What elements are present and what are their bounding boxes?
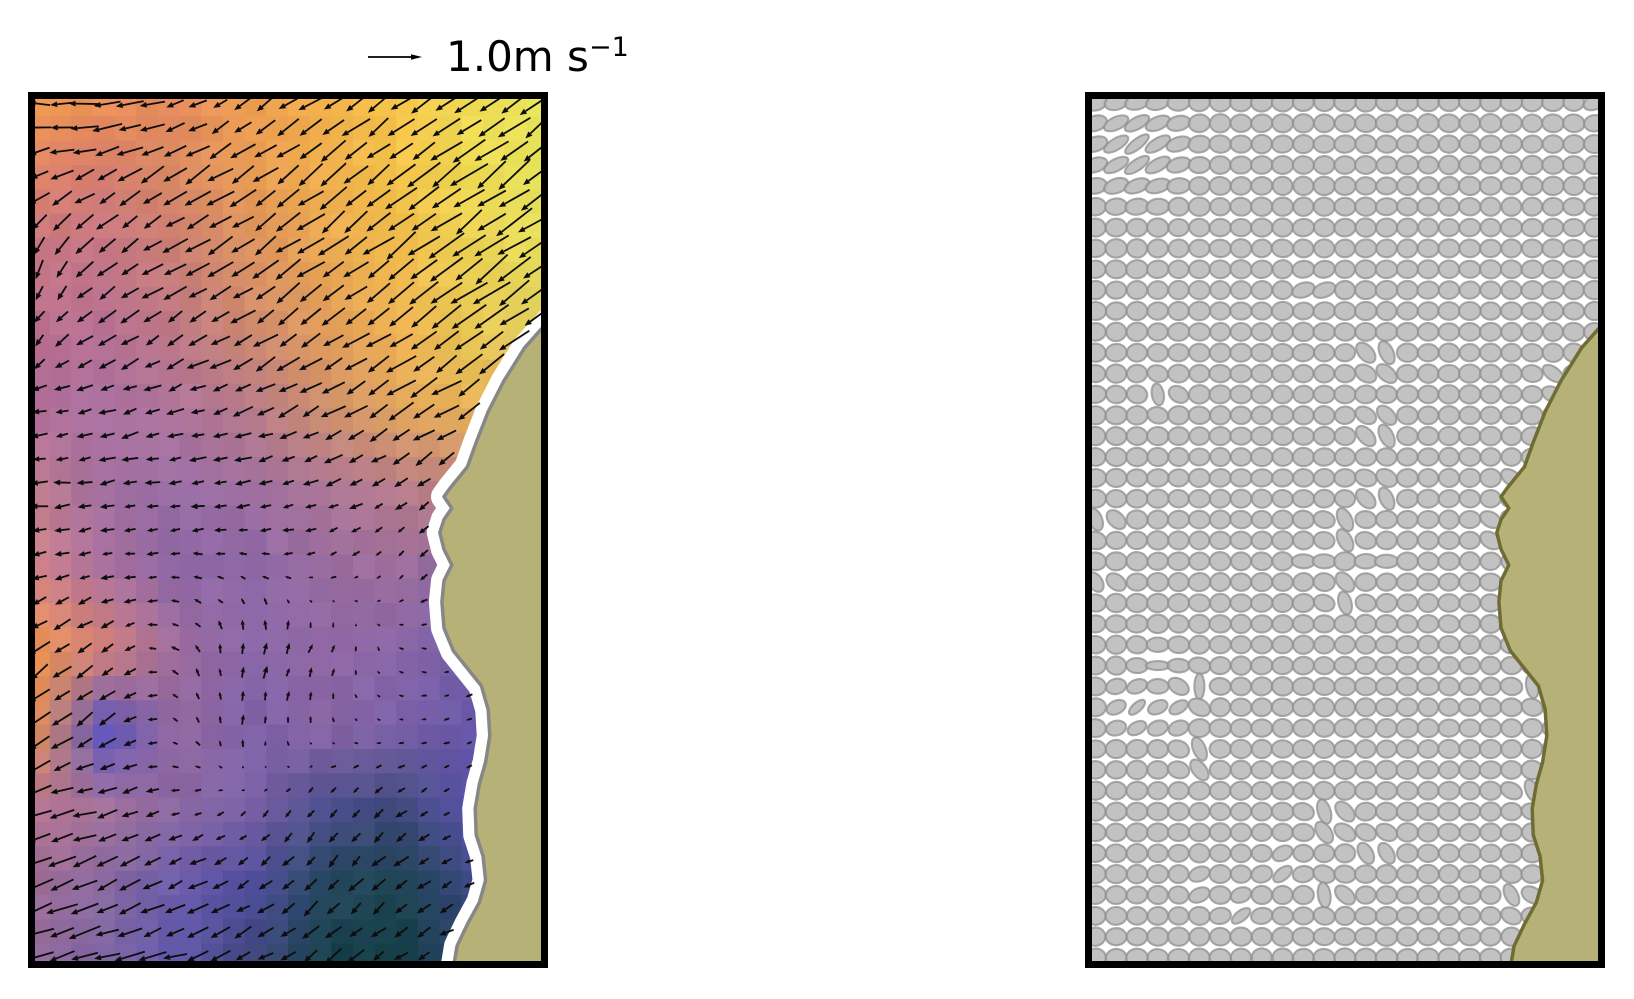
quiver-key-arrow-icon <box>368 53 422 60</box>
quiver-key-text: 1.0m s <box>446 32 589 81</box>
quiver-key-exponent: −1 <box>588 32 629 63</box>
right-panel-variance-ellipses <box>1085 92 1605 968</box>
quiver-key-label: 1.0m s−1 <box>446 32 629 81</box>
left-panel-quiver-heatmap <box>28 92 548 968</box>
panel-border <box>28 92 548 968</box>
panel-border <box>1085 92 1605 968</box>
quiver-key: 1.0m s−1 <box>366 32 629 81</box>
land-shape <box>1495 319 1605 968</box>
land-shape <box>438 319 548 968</box>
